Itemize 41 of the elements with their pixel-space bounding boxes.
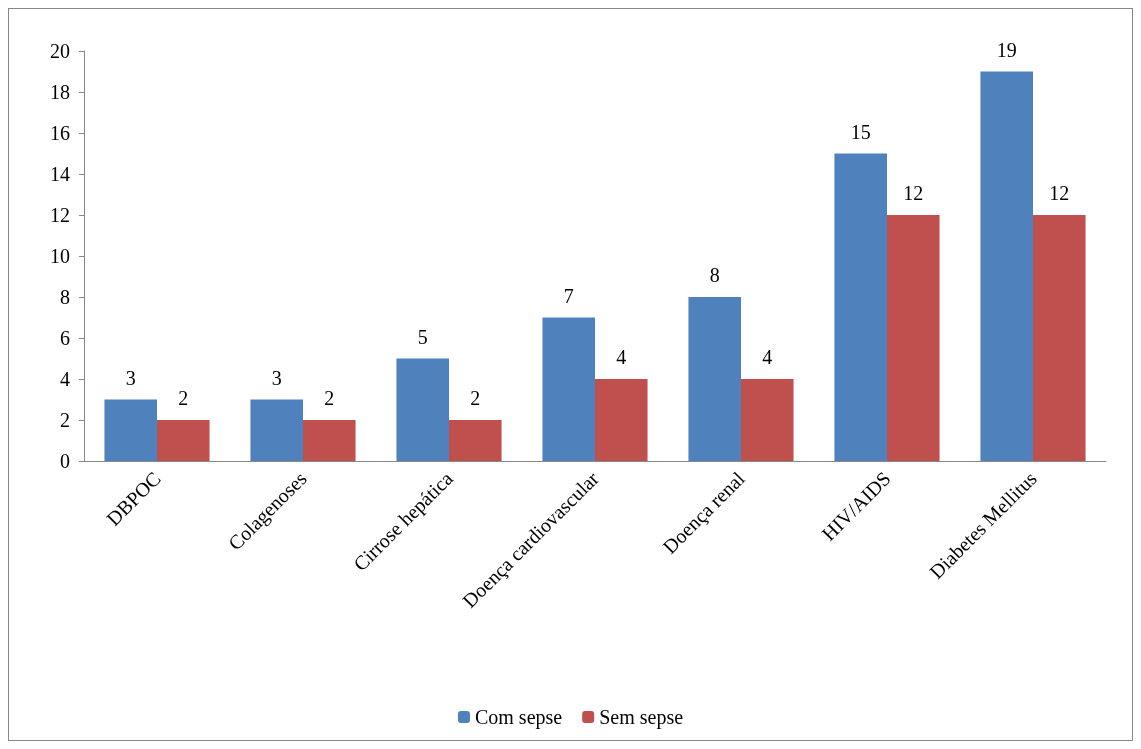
bar xyxy=(887,215,940,461)
data-label: 12 xyxy=(903,182,924,204)
data-label: 2 xyxy=(324,387,335,409)
data-label: 3 xyxy=(271,366,282,389)
data-label: 12 xyxy=(1049,182,1070,204)
bar xyxy=(595,379,648,461)
y-tick-label: 0 xyxy=(60,450,70,472)
data-label: 8 xyxy=(709,264,720,286)
y-tick-label: 4 xyxy=(60,368,70,390)
y-tick-label: 10 xyxy=(50,245,70,267)
bar xyxy=(741,379,794,461)
data-label: 2 xyxy=(470,387,481,409)
data-label: 7 xyxy=(563,284,574,307)
y-tick-label: 12 xyxy=(50,204,70,226)
y-tick-label: 2 xyxy=(60,409,70,431)
legend-label: Com sepse xyxy=(474,706,563,729)
y-tick-label: 8 xyxy=(60,286,70,308)
bar xyxy=(303,420,356,461)
bar xyxy=(250,399,303,461)
legend-label: Sem sepse xyxy=(599,706,684,729)
y-tick-label: 18 xyxy=(50,81,70,103)
bar xyxy=(104,399,157,461)
y-tick-label: 16 xyxy=(50,122,70,144)
bar xyxy=(834,153,887,461)
bar xyxy=(980,71,1033,461)
y-tick-label: 6 xyxy=(60,327,70,349)
y-tick-label: 14 xyxy=(50,163,70,185)
data-label: 4 xyxy=(762,346,773,368)
data-label: 3 xyxy=(125,366,136,389)
data-label: 4 xyxy=(616,346,627,368)
data-label: 15 xyxy=(850,120,871,143)
bar xyxy=(396,358,449,461)
y-tick-label: 20 xyxy=(50,40,70,62)
bar xyxy=(542,317,595,461)
bar xyxy=(157,420,210,461)
data-label: 2 xyxy=(178,387,189,409)
bar xyxy=(449,420,502,461)
data-label: 5 xyxy=(417,325,428,348)
data-label: 19 xyxy=(996,38,1017,61)
bar xyxy=(1033,215,1086,461)
bar xyxy=(688,297,741,461)
